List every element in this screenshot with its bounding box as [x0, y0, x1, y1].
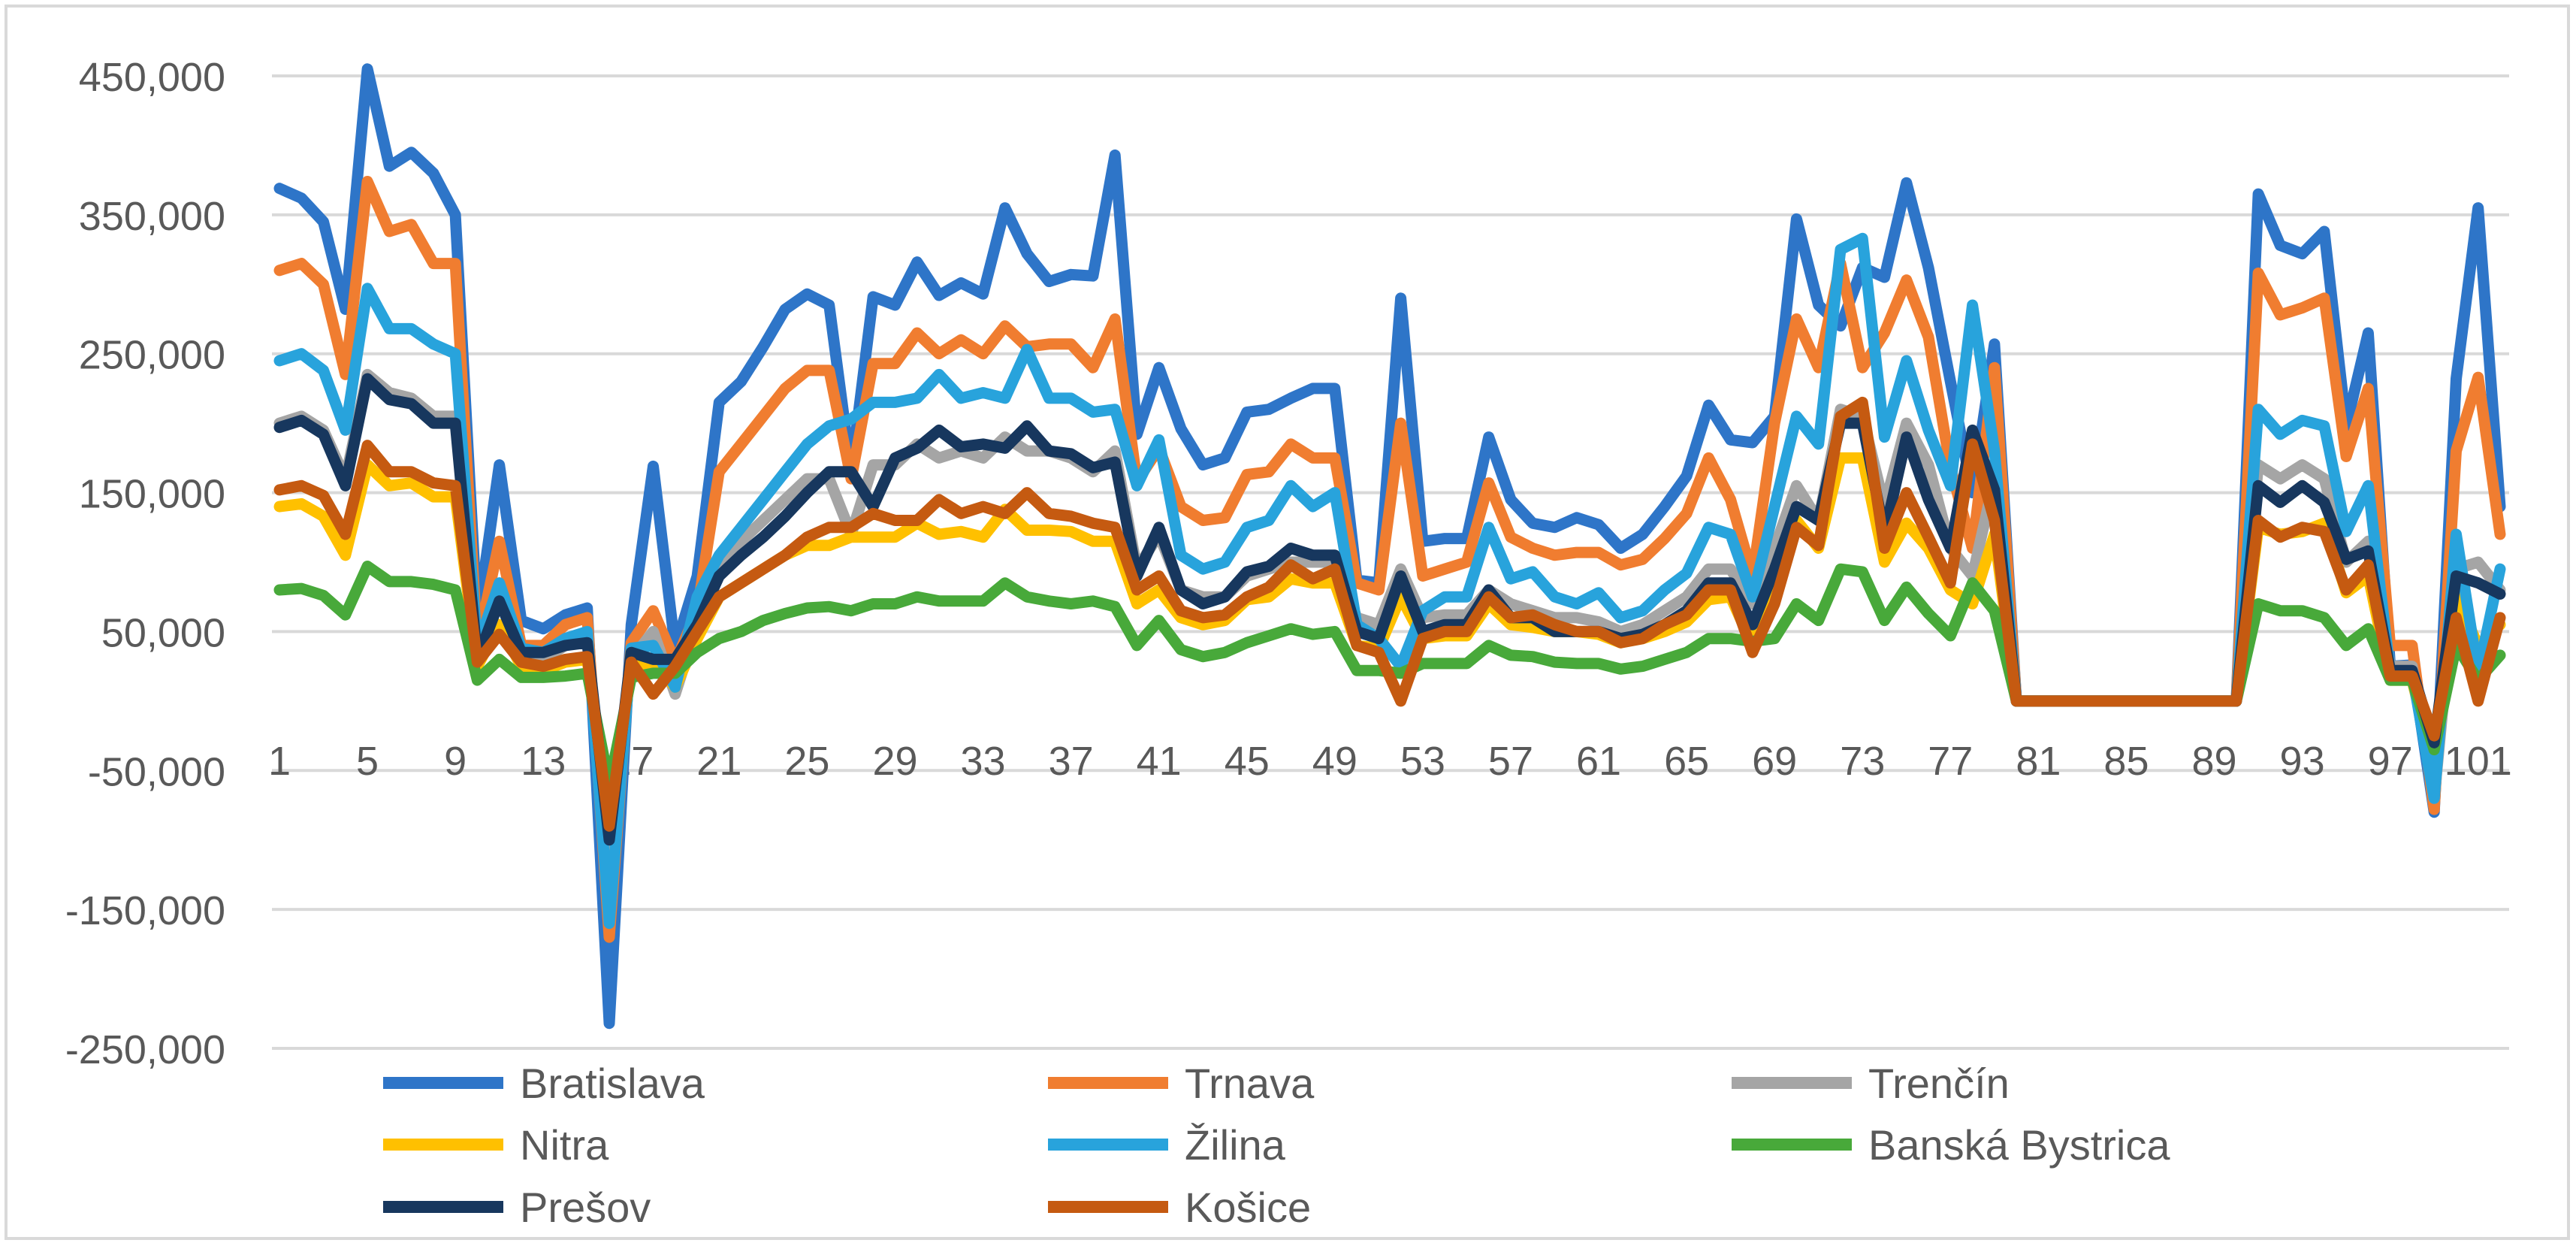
- y-axis-tick-labels: -250,000 -150,000 -50,000 50,000 150,000 250,…: [65, 55, 225, 1072]
- x-tick-label: 61: [1576, 739, 1621, 784]
- legend-label: Bratislava: [520, 1060, 705, 1107]
- legend-label: Prešov: [520, 1184, 651, 1231]
- x-tick-label: 53: [1400, 739, 1445, 784]
- x-tick-label: 29: [872, 739, 917, 784]
- legend-label: Trnava: [1185, 1060, 1315, 1107]
- x-tick-label: 81: [2016, 739, 2061, 784]
- x-tick-label: 25: [784, 739, 829, 784]
- x-tick-label: 101: [2445, 739, 2512, 784]
- legend-label: Trenčín: [1868, 1060, 2010, 1107]
- x-tick-label: 97: [2368, 739, 2413, 784]
- x-tick-label: 13: [521, 739, 566, 784]
- y-tick-label: -250,000: [65, 1027, 225, 1072]
- legend-label: Žilina: [1185, 1121, 1286, 1169]
- y-tick-label: 450,000: [79, 55, 225, 100]
- x-tick-label: 9: [444, 739, 467, 784]
- line-chart: -250,000 -150,000 -50,000 50,000 150,000 250,…: [65, 55, 2512, 1231]
- y-tick-label: 50,000: [101, 610, 225, 655]
- x-tick-label: 49: [1312, 739, 1357, 784]
- x-tick-label: 37: [1049, 739, 1094, 784]
- x-tick-label: 65: [1664, 739, 1709, 784]
- legend-label: Banská Bystrica: [1868, 1121, 2170, 1169]
- x-tick-label: 41: [1137, 739, 1182, 784]
- x-tick-label: 69: [1752, 739, 1797, 784]
- x-tick-label: 1: [268, 739, 291, 784]
- y-tick-label: -150,000: [65, 888, 225, 933]
- y-tick-label: 250,000: [79, 333, 225, 378]
- chart-frame: -250,000 -150,000 -50,000 50,000 150,000 250,…: [5, 5, 2570, 1240]
- x-tick-label: 57: [1488, 739, 1533, 784]
- series-lines: [273, 63, 2506, 1030]
- x-tick-label: 73: [1840, 739, 1885, 784]
- x-tick-label: 89: [2191, 739, 2236, 784]
- x-tick-label: 77: [1928, 739, 1973, 784]
- legend-label: Nitra: [520, 1121, 609, 1169]
- legend: Bratislava Trnava Trenčín Nitra Žilina Banská…: [383, 1060, 2170, 1231]
- x-tick-label: 21: [696, 739, 741, 784]
- legend-label: Košice: [1185, 1184, 1311, 1231]
- y-tick-label: -50,000: [88, 749, 225, 794]
- x-tick-label: 5: [356, 739, 379, 784]
- x-axis-tick-labels: 1 5 9 13 17 21 25 29 33 37 41 45 49 53 57 61 65 69 73 77 81 8…: [268, 739, 2512, 784]
- x-tick-label: 45: [1225, 739, 1270, 784]
- y-tick-label: 150,000: [79, 472, 225, 517]
- x-tick-label: 93: [2280, 739, 2325, 784]
- x-tick-label: 85: [2103, 739, 2149, 784]
- y-tick-label: 350,000: [79, 194, 225, 239]
- x-tick-label: 33: [961, 739, 1006, 784]
- series-line-ko-ice: [273, 396, 2506, 832]
